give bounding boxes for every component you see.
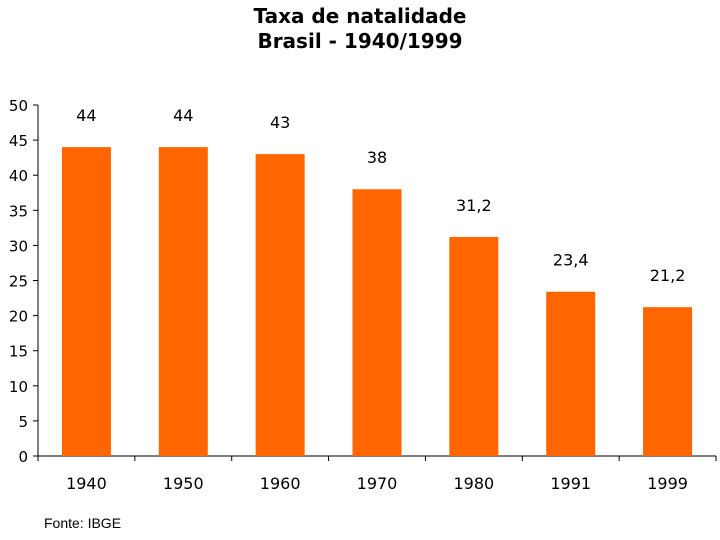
x-tick-label: 1980 bbox=[453, 474, 494, 493]
data-label: 44 bbox=[76, 106, 96, 125]
data-label: 23,4 bbox=[553, 251, 589, 270]
y-tick-label: 25 bbox=[9, 273, 28, 291]
bar bbox=[61, 147, 111, 456]
bar bbox=[158, 147, 208, 456]
chart-title: Taxa de natalidade Brasil - 1940/1999 bbox=[0, 4, 720, 54]
value-labels: 44 44 43 38 31,2 23,4 21,2 bbox=[76, 106, 685, 285]
data-label: 21,2 bbox=[650, 266, 686, 285]
data-label: 38 bbox=[367, 148, 387, 167]
x-tick-label: 1970 bbox=[357, 474, 398, 493]
y-tick-label: 40 bbox=[9, 167, 28, 185]
bar bbox=[546, 291, 596, 456]
y-axis: 0 5 10 15 20 25 30 35 40 45 50 bbox=[9, 97, 39, 466]
bar bbox=[352, 189, 402, 457]
y-tick-label: 30 bbox=[9, 237, 28, 255]
data-label: 31,2 bbox=[456, 196, 492, 215]
y-tick-label: 50 bbox=[9, 97, 28, 115]
x-tick-label: 1950 bbox=[163, 474, 204, 493]
data-label: 44 bbox=[173, 106, 193, 125]
y-tick-label: 15 bbox=[9, 343, 28, 361]
bar bbox=[449, 236, 499, 456]
chart-subtitle-line: Brasil - 1940/1999 bbox=[257, 29, 463, 53]
x-tick-label: 1960 bbox=[260, 474, 301, 493]
x-axis: 1940 1950 1960 1970 1980 1991 1999 bbox=[37, 455, 717, 493]
y-tick-label: 35 bbox=[9, 202, 28, 220]
source-note: Fonte: IBGE bbox=[44, 515, 122, 531]
x-tick-label: 1991 bbox=[550, 474, 591, 493]
bar bbox=[255, 154, 305, 456]
y-tick-label: 20 bbox=[9, 308, 28, 326]
bars bbox=[61, 147, 693, 457]
x-tick-label: 1940 bbox=[66, 474, 107, 493]
data-label: 43 bbox=[270, 113, 290, 132]
bar bbox=[643, 307, 693, 456]
x-tick-label: 1999 bbox=[647, 474, 688, 493]
y-tick-label: 45 bbox=[9, 132, 28, 150]
y-tick-label: 0 bbox=[18, 448, 28, 466]
y-tick-label: 10 bbox=[9, 378, 28, 396]
y-tick-label: 5 bbox=[18, 413, 28, 431]
chart-title-line: Taxa de natalidade bbox=[253, 4, 467, 28]
